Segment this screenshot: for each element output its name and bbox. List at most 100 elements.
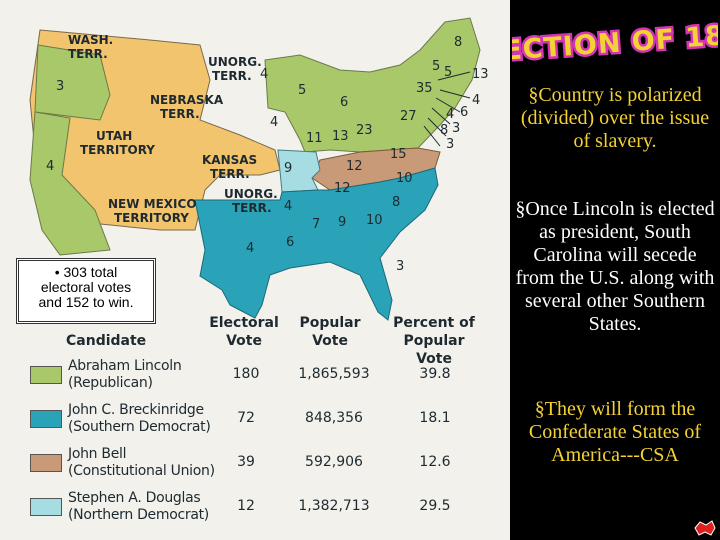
electoral-number: 4 (472, 93, 480, 108)
vote-total-note: • 303 total electoral votes and 152 to w… (16, 258, 156, 324)
territory-label: TERR. (68, 47, 108, 61)
popular-vote-cell: 592,906 (305, 454, 363, 470)
electoral-vote-header: Electoral Vote (204, 314, 284, 350)
northern-states (264, 17, 481, 153)
electoral-number: 8 (454, 35, 462, 50)
electoral-number: 12 (346, 159, 363, 174)
electoral-number: 6 (340, 95, 348, 110)
electoral-number: 4 (246, 241, 254, 256)
electoral-number: 5 (444, 65, 452, 80)
electoral-vote-cell: 180 (232, 366, 260, 382)
candidate-party: (Constitutional Union) (68, 463, 215, 479)
popular-vote-cell: 848,356 (305, 410, 363, 426)
electoral-number: 35 (416, 81, 433, 96)
candidate-party: (Republican) (68, 375, 153, 391)
legend-swatch (30, 366, 62, 384)
territory-label: UTAH (96, 129, 132, 143)
electoral-number: 27 (400, 109, 417, 124)
candidate-row-douglas: Stephen A. Douglas (Northern Democrat) 12… (0, 490, 510, 536)
southern-states (194, 167, 439, 321)
popular-vote-header: Popular Vote (290, 314, 370, 350)
electoral-number: 3 (446, 137, 454, 152)
candidate-name: Stephen A. Douglas (Northern Democrat) (68, 490, 218, 524)
percent-cell: 12.6 (419, 454, 451, 470)
territory-label: NEW MEXICO (108, 197, 197, 211)
candidate-name: John Bell (Constitutional Union) (68, 446, 218, 480)
electoral-number: 10 (396, 171, 413, 186)
vote-note-line: • 303 total (54, 264, 118, 280)
east-coast-pointer-lines (423, 71, 471, 147)
next-slide-icon[interactable] (694, 520, 716, 536)
territory-label: UNORG. (208, 55, 262, 69)
electoral-vote-cell: 39 (237, 454, 255, 470)
candidate-header: Candidate (66, 333, 147, 349)
us-map-1860: WASH. TERR. UNORG. TERR. NEBRASKA TERR. … (29, 17, 489, 321)
slide-title: ELECTION OF 1860 (512, 15, 718, 72)
legend-swatch (30, 410, 62, 428)
territory-label: TERR. (232, 201, 272, 215)
candidate-party: (Northern Democrat) (68, 507, 209, 523)
header-line: Percent of (393, 315, 475, 331)
oregon-state (34, 44, 111, 121)
electoral-number: 13 (332, 129, 349, 144)
territory-label: TERR. (210, 167, 250, 181)
california-state (29, 111, 111, 256)
legend-swatch (30, 454, 62, 472)
electoral-number: 4 (446, 107, 454, 122)
header-line: Popular (299, 315, 361, 331)
vote-note-line: and 152 to win. (38, 294, 134, 310)
title-text: ELECTION OF 1860 (512, 18, 718, 70)
territory-label: TERRITORY (114, 211, 189, 225)
election-map-panel: WASH. TERR. UNORG. TERR. NEBRASKA TERR. … (0, 0, 510, 540)
electoral-number: 3 (56, 79, 64, 94)
candidate-name-line: John Bell (68, 446, 127, 462)
candidate-name-line: Abraham Lincoln (68, 358, 182, 374)
electoral-number: 12 (334, 181, 351, 196)
candidate-name: Abraham Lincoln (Republican) (68, 358, 218, 392)
electoral-number: 10 (366, 213, 383, 228)
electoral-number: 6 (460, 105, 468, 120)
electoral-number: 4 (270, 115, 278, 130)
candidate-name: John C. Breckinridge (Southern Democrat) (68, 402, 218, 436)
electoral-number: 23 (356, 123, 373, 138)
electoral-number: 13 (472, 67, 489, 82)
popular-vote-cell: 1,865,593 (298, 366, 370, 382)
electoral-number: 4 (46, 159, 54, 174)
electoral-number: 8 (440, 123, 448, 138)
electoral-number: 5 (432, 59, 440, 74)
header-line: Electoral (209, 315, 279, 331)
electoral-number: 9 (338, 215, 346, 230)
territory-label: TERRITORY (80, 143, 155, 157)
header-line: Vote (226, 333, 262, 349)
electoral-number: 6 (286, 235, 294, 250)
electoral-vote-cell: 12 (237, 498, 255, 514)
electoral-vote-cell: 72 (237, 410, 255, 426)
electoral-number: 3 (396, 259, 404, 274)
header-line: Vote (312, 333, 348, 349)
territory-label: TERR. (160, 107, 200, 121)
percent-popular-header: Percent of Popular Vote (384, 314, 484, 368)
bullet-secession: §Once Lincoln is elected as president, S… (515, 198, 715, 335)
percent-cell: 29.5 (419, 498, 451, 514)
candidate-row-breckinridge: John C. Breckinridge (Southern Democrat) … (0, 402, 510, 448)
territory-label: WASH. (68, 33, 113, 47)
electoral-number: 15 (390, 147, 407, 162)
territory-label: TERR. (212, 69, 252, 83)
electoral-number: 4 (260, 67, 268, 82)
territory-label: UNORG. (224, 187, 278, 201)
electoral-number: 9 (284, 161, 292, 176)
percent-cell: 39.8 (419, 366, 451, 382)
vote-note-line: electoral votes (40, 279, 132, 295)
electoral-number: 4 (284, 199, 292, 214)
bullet-polarized: §Country is polarized (divided) over the… (520, 84, 710, 152)
candidate-party: (Southern Democrat) (68, 419, 211, 435)
candidate-row-lincoln: Abraham Lincoln (Republican) 180 1,865,59… (0, 358, 510, 404)
candidate-row-bell: John Bell (Constitutional Union) 39 592,9… (0, 446, 510, 492)
territory-label: NEBRASKA (150, 93, 224, 107)
percent-cell: 18.1 (419, 410, 451, 426)
bullet-confederacy: §They will form the Confederate States o… (528, 398, 702, 466)
electoral-number: 8 (392, 195, 400, 210)
territory-label: KANSAS (202, 153, 257, 167)
candidate-name-line: John C. Breckinridge (68, 402, 204, 418)
electoral-number: 7 (312, 217, 320, 232)
